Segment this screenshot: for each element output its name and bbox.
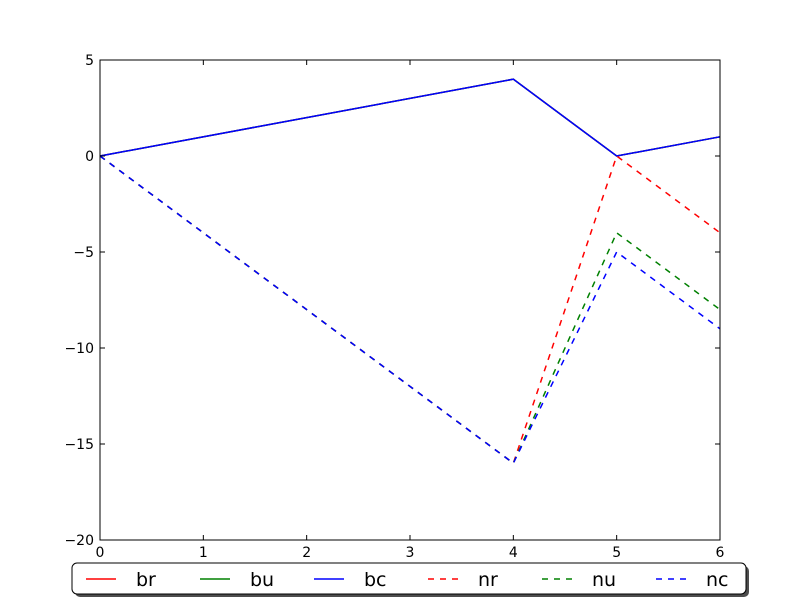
x-tick-label: 4: [509, 545, 518, 561]
y-tick-label: −5: [73, 245, 94, 261]
x-tick-label: 3: [406, 545, 415, 561]
legend-label-nr: nr: [478, 569, 498, 591]
series-nc-line: [99, 155, 721, 465]
legend-label-bu: bu: [250, 569, 274, 591]
axis-ticks: 0 1 2 3 4 5 6 5 0 −5 −10 −15 −20: [64, 53, 724, 561]
x-tick-label: 6: [716, 545, 725, 561]
legend-label-bc: bc: [364, 569, 387, 591]
y-tick-label: −15: [64, 437, 94, 453]
legend-box: [71, 562, 747, 595]
legend: br bu bc nr nu nc: [71, 562, 749, 597]
y-tick-label: −10: [64, 341, 94, 357]
y-tick-label: 0: [85, 149, 94, 165]
y-tick-label: −20: [64, 533, 94, 549]
legend-label-nu: nu: [592, 569, 616, 591]
legend-label-br: br: [136, 569, 156, 591]
series-nu-line: [99, 155, 721, 465]
plot-frame: [99, 59, 721, 541]
x-tick-label: 2: [302, 545, 311, 561]
series-br-line: [99, 78, 721, 157]
x-tick-label: 1: [199, 545, 208, 561]
series-nr-line: [99, 154, 721, 465]
series-bu-line: [99, 78, 721, 157]
x-tick-label: 5: [612, 545, 621, 561]
series-layer: [99, 78, 721, 465]
x-tick-label: 0: [96, 545, 105, 561]
series-bc-line: [99, 78, 721, 157]
legend-label-nc: nc: [706, 569, 729, 591]
y-tick-label: 5: [85, 53, 94, 69]
